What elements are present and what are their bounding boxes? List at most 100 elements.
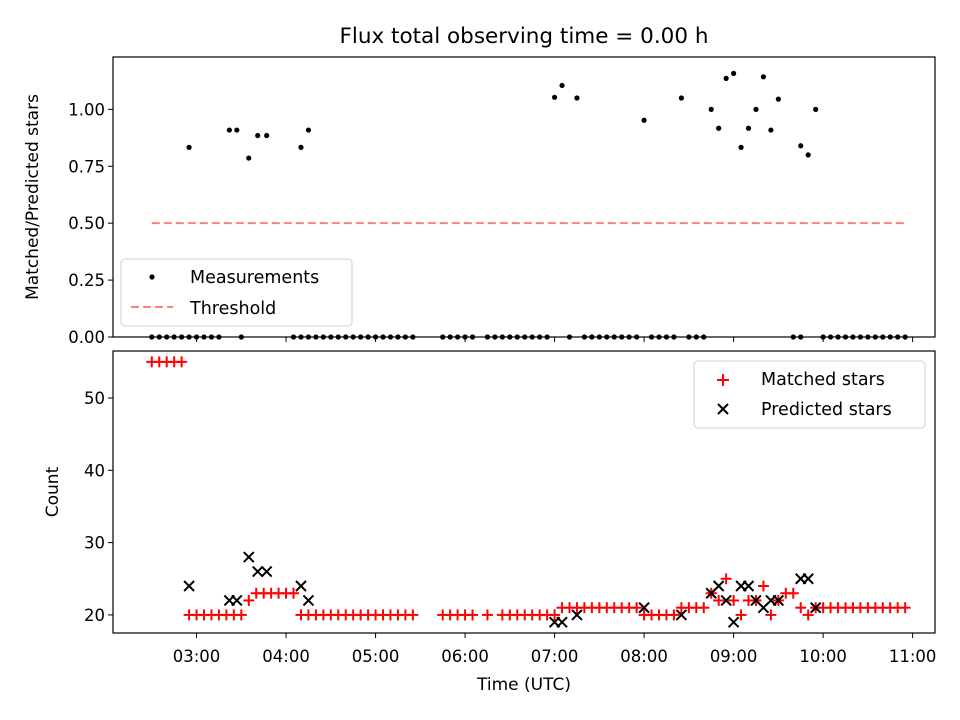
predicted-star-marker (231, 594, 243, 607)
predicted-star-marker (571, 609, 583, 621)
measurement-point (246, 155, 252, 161)
matched-star-marker (713, 594, 725, 606)
legend-predicted-marker (717, 403, 729, 415)
x-axis-label: Time (UTC) (476, 675, 571, 695)
bottom-y-tick-label: 40 (84, 461, 105, 480)
top-x-ticks (196, 337, 914, 342)
bottom-x-tick-label: 10:00 (799, 647, 847, 666)
predicted-marker-b (750, 594, 762, 607)
predicted-marker-b (302, 594, 315, 607)
predicted-star-marker (295, 580, 307, 592)
matched-star-marker (288, 587, 300, 599)
bottom-x-tick-label: 11:00 (889, 647, 937, 666)
bottom-x-tick-label: 09:00 (710, 647, 758, 666)
predicted-star-marker (675, 609, 688, 621)
predicted-star-marker (252, 565, 264, 578)
predicted-marker-b (243, 551, 255, 563)
measurement-point (255, 132, 261, 139)
legend-measurements-label: Measurements (190, 268, 319, 288)
measurement-point (559, 82, 565, 89)
predicted-star-marker (742, 580, 755, 592)
matched-star-marker (698, 602, 710, 614)
bottom-x-tick-label: 04:00 (262, 647, 310, 666)
predicted-marker-b (571, 609, 583, 621)
measurement-point (186, 144, 192, 150)
measurement-point (264, 132, 270, 139)
matched-star-marker (899, 602, 911, 614)
measurement-point (298, 144, 304, 150)
matched-star-marker (728, 594, 740, 606)
matched-star-marker (765, 609, 777, 621)
top-y-tick-label: 0.75 (68, 157, 105, 176)
top-legend: Measurements Threshold (120, 258, 353, 327)
matched-star-marker (795, 602, 807, 614)
matched-star-marker (757, 580, 769, 592)
predicted-marker-b (295, 580, 307, 592)
bottom-y-axis-label: Count (43, 466, 63, 517)
matched-star-marker (720, 573, 732, 585)
measurement-point (813, 106, 819, 112)
predicted-marker-b (252, 565, 264, 578)
measurement-point (775, 96, 781, 102)
predicted-marker-b (556, 616, 568, 628)
predicted-marker-b (727, 616, 740, 628)
bottom-legend: Matched stars Predicted stars (693, 360, 926, 429)
bottom-x-tick-label: 06:00 (441, 647, 489, 666)
matched-star-marker (407, 609, 419, 621)
bottom-x-tick-label: 08:00 (620, 647, 668, 666)
legend-measurements-marker (149, 274, 155, 280)
bottom-x-tick-label: 05:00 (352, 647, 400, 666)
matched-star-marker (481, 609, 493, 621)
predicted-star-marker (720, 594, 732, 607)
matched-star-marker (787, 587, 799, 599)
matched-star-marker (549, 609, 561, 621)
measurement-point (731, 70, 737, 76)
top-panel: 0.00 0.25 0.50 0.75 1.00 Matched/Predicted s… (23, 56, 936, 347)
predicted-star-marker (772, 594, 785, 607)
measurement-point (234, 127, 240, 133)
bottom-x-ticks: 03:00 04:00 05:00 06:00 07:00 08:00 09:00 10:00… (173, 633, 937, 666)
predicted-star-marker (556, 616, 568, 628)
predicted-marker-b (809, 601, 822, 614)
predicted-marker-b (802, 573, 814, 585)
measurement-point (753, 106, 759, 112)
predicted-star-marker (809, 601, 822, 614)
measurement-point (745, 125, 752, 131)
bottom-x-tick-label: 07:00 (531, 647, 579, 666)
predicted-marker-b (260, 565, 273, 578)
legend-threshold-label: Threshold (189, 299, 276, 319)
measurement-point (805, 152, 811, 158)
top-y-tick-label: 1.00 (68, 100, 105, 119)
top-y-tick-label: 0.50 (68, 214, 105, 233)
measurement-point (738, 144, 744, 150)
predicted-marker-b (772, 594, 785, 607)
bottom-legend-box (693, 360, 926, 429)
top-y-ticks: 0.00 0.25 0.50 0.75 1.00 (68, 100, 113, 347)
bottom-y-tick-label: 50 (84, 389, 105, 408)
legend-matched-label: Matched stars (761, 370, 885, 390)
predicted-marker-b (183, 580, 195, 592)
measurement-point (716, 125, 722, 131)
predicted-star-marker (727, 616, 740, 628)
measurement-point (678, 95, 684, 101)
predicted-marker-b (231, 594, 243, 607)
matched-star-marker (235, 609, 247, 621)
predicted-star-marker (183, 580, 195, 592)
legend-predicted-label: Predicted stars (761, 400, 892, 420)
matched-star-marker (467, 609, 479, 621)
top-axes-frame (112, 56, 936, 338)
bottom-y-tick-label: 20 (84, 606, 105, 625)
top-legend-box (120, 258, 353, 327)
measurement-point (574, 95, 580, 101)
measurement-point (226, 127, 232, 133)
predicted-star-marker (638, 601, 650, 614)
predicted-marker-b (712, 580, 725, 592)
bottom-y-ticks: 20 30 40 50 (84, 389, 113, 625)
top-y-axis-label: Matched/Predicted stars (23, 94, 43, 300)
predicted-star-marker (302, 594, 315, 607)
predicted-star-marker (243, 551, 255, 563)
measurement-point (798, 143, 804, 149)
predicted-marker-b (675, 609, 688, 621)
